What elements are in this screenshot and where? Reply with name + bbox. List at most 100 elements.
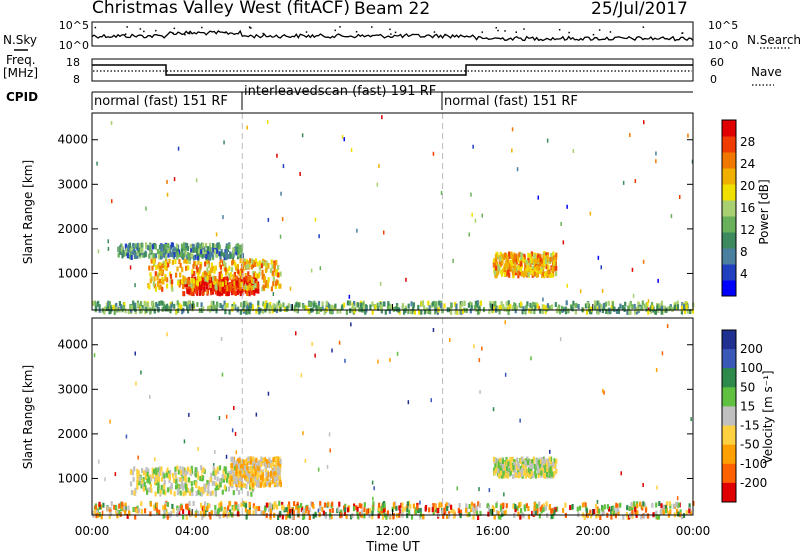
data-cell <box>447 513 451 519</box>
data-cell <box>225 252 228 258</box>
data-cell <box>119 245 122 251</box>
data-cell <box>223 484 226 490</box>
data-cell <box>219 264 223 270</box>
data-cell <box>676 508 679 514</box>
data-cell <box>165 265 168 271</box>
data-cell <box>253 272 256 278</box>
data-cell <box>663 305 666 311</box>
data-cell <box>248 291 251 297</box>
data-cell <box>187 300 191 306</box>
data-cell <box>145 467 148 473</box>
data-cell <box>230 279 233 285</box>
data-cell <box>141 479 144 484</box>
data-cell <box>510 466 513 472</box>
data-cell <box>192 501 195 506</box>
scatter-cell <box>456 486 458 491</box>
scatter-cell <box>601 288 604 293</box>
scatter-cell <box>373 486 375 491</box>
data-cell <box>385 514 388 520</box>
data-cell <box>500 467 503 473</box>
colorbar-swatch <box>722 120 736 137</box>
data-cell <box>225 254 228 260</box>
data-cell <box>629 505 633 511</box>
data-cell <box>215 485 218 491</box>
data-cell <box>525 461 528 467</box>
data-cell <box>228 474 231 480</box>
data-cell <box>228 309 231 315</box>
data-cell <box>395 306 398 312</box>
data-cell <box>615 502 618 508</box>
data-cell <box>304 508 307 514</box>
data-cell <box>261 269 264 275</box>
data-cell <box>281 501 284 507</box>
freq-panel: Freq. [MHz] 18 8 60 0 Nave <box>3 53 782 86</box>
nsearch-point <box>558 29 561 31</box>
colorbar-swatch <box>722 463 736 484</box>
data-cell <box>498 468 501 474</box>
data-cell <box>119 249 122 255</box>
data-cell <box>594 305 597 310</box>
data-cell <box>139 479 142 485</box>
scatter-cell <box>101 510 104 515</box>
data-cell <box>240 481 243 487</box>
data-cell <box>226 268 229 274</box>
data-cell <box>157 467 160 473</box>
data-cell <box>204 261 207 267</box>
data-cell <box>533 505 536 511</box>
data-cell <box>279 510 282 516</box>
data-cell <box>523 504 526 510</box>
data-cell <box>503 461 506 467</box>
data-cell <box>533 264 536 270</box>
data-cell <box>130 255 133 260</box>
data-cell <box>544 255 547 261</box>
data-cell <box>273 471 276 477</box>
data-cell <box>607 300 610 306</box>
data-cell <box>226 279 229 285</box>
data-cell <box>371 309 374 315</box>
data-cell <box>537 473 540 479</box>
data-cell <box>535 459 538 465</box>
scatter-cell <box>629 133 631 137</box>
data-cell <box>450 508 453 513</box>
data-cell <box>202 505 205 511</box>
data-cell <box>514 507 517 513</box>
data-cell <box>536 503 539 509</box>
nsearch-point <box>201 26 203 29</box>
scatter-cell <box>281 217 284 222</box>
data-cell <box>420 309 423 315</box>
colorbar-tick-label: 200 <box>740 342 763 356</box>
colorbar-swatch <box>722 248 736 265</box>
data-cell <box>680 514 684 520</box>
data-cell <box>197 510 200 516</box>
data-cell <box>510 259 513 265</box>
data-cell <box>200 302 203 308</box>
data-cell <box>273 262 277 268</box>
data-cell <box>493 267 496 272</box>
data-cell <box>182 280 185 286</box>
data-cell <box>270 480 273 485</box>
data-cell <box>176 251 179 257</box>
data-cell <box>146 302 149 308</box>
data-cell <box>178 259 181 264</box>
scatter-cell <box>430 398 432 403</box>
data-cell <box>278 461 281 467</box>
data-cell <box>517 265 520 271</box>
data-cell <box>454 301 457 307</box>
scatter-cell <box>233 406 235 410</box>
data-cell <box>655 510 658 516</box>
data-cell <box>586 301 589 307</box>
scatter-cell <box>302 431 304 436</box>
data-cell <box>179 262 182 268</box>
scatter-cell <box>449 338 451 342</box>
data-cell <box>596 508 599 514</box>
data-cell <box>340 509 343 515</box>
scatter-cell <box>559 337 562 342</box>
data-cell <box>432 510 435 516</box>
data-cell <box>144 475 147 480</box>
data-cell <box>268 482 271 488</box>
data-cell <box>494 461 497 467</box>
data-cell <box>665 501 669 507</box>
data-cell <box>334 303 337 309</box>
data-cell <box>336 308 339 314</box>
